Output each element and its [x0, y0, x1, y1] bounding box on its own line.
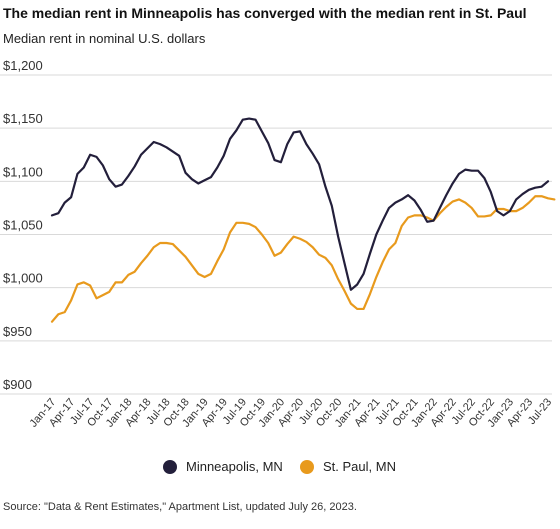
y-tick-label: $1,100 [3, 164, 43, 179]
legend-swatch-st-paul [300, 459, 314, 474]
y-tick-label: $1,050 [3, 218, 43, 233]
x-axis-ticks: Jan-17Apr-17Jul-17Oct-17Jan-18Apr-18Jul-… [27, 396, 554, 429]
source-note: Source: "Data & Rent Estimates," Apartme… [3, 501, 357, 513]
gridlines [0, 74, 552, 395]
legend-label-st-paul: St. Paul, MN [323, 459, 396, 474]
y-tick-label: $1,200 [3, 58, 43, 73]
series-line-st-paul [50, 195, 556, 323]
series-lines [50, 117, 556, 323]
chart-title: The median rent in Minneapolis has conve… [3, 5, 527, 21]
y-tick-label: $1,000 [3, 271, 43, 286]
series-line-minneapolis [50, 117, 550, 291]
legend-swatch-minneapolis [163, 459, 177, 474]
y-axis-ticks: $900 $950 $1,000 $1,050 $1,100 $1,150 $1,200 [3, 58, 43, 392]
y-tick-label: $950 [3, 324, 32, 339]
chart-subtitle: Median rent in nominal U.S. dollars [3, 31, 206, 46]
legend-item-st-paul: St. Paul, MN [300, 459, 396, 474]
legend-label-minneapolis: Minneapolis, MN [186, 459, 283, 474]
y-tick-label: $900 [3, 377, 32, 392]
y-tick-label: $1,150 [3, 111, 43, 126]
line-chart: $900 $950 $1,000 $1,050 $1,100 $1,150 $1,200 J… [0, 58, 556, 430]
legend-item-minneapolis: Minneapolis, MN [163, 459, 283, 474]
